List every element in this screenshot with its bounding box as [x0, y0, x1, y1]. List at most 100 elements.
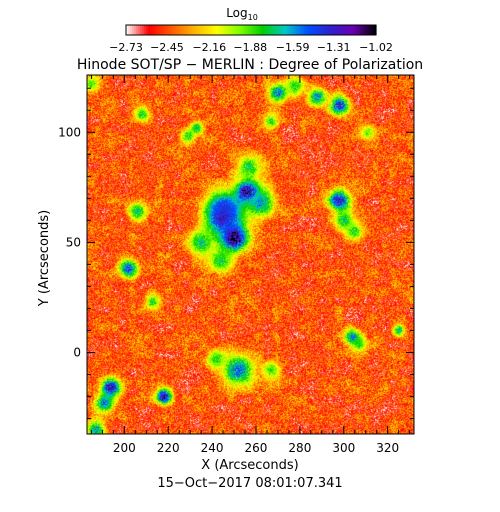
colorbar-cell	[162, 25, 165, 35]
colorbar-cell	[212, 25, 215, 35]
colorbar-cell	[276, 25, 279, 35]
colorbar-cell	[200, 25, 203, 35]
colorbar-cell	[318, 25, 321, 35]
colorbar-cell	[146, 25, 149, 35]
colorbar-cell	[256, 25, 259, 35]
colorbar-cell	[126, 25, 129, 35]
observation-timestamp: 15−Oct−2017 08:01:07.341	[157, 476, 342, 491]
colorbar-cell	[334, 25, 337, 35]
colorbar-cell	[340, 25, 343, 35]
colorbar-cell	[298, 25, 301, 35]
colorbar-cell	[192, 25, 195, 35]
colorbar-cell	[322, 25, 325, 35]
colorbar-cell	[282, 25, 285, 35]
colorbar-cell	[330, 25, 333, 35]
colorbar-cell	[182, 25, 185, 35]
colorbar-cell	[286, 25, 289, 35]
colorbar-cell	[320, 25, 323, 35]
colorbar-tick-label: −1.31	[317, 41, 351, 54]
colorbar: Log10 −2.73 −2.45 −2.16 −1.88 −1.59 −1.31 −1.0…	[109, 6, 393, 54]
colorbar-cell	[202, 25, 205, 35]
colorbar-cell	[158, 25, 161, 35]
colorbar-frame	[125, 24, 377, 36]
colorbar-cell	[292, 25, 295, 35]
colorbar-cell	[350, 25, 353, 35]
colorbar-cell	[168, 25, 171, 35]
colorbar-cell	[342, 25, 345, 35]
colorbar-cell	[250, 25, 253, 35]
x-tick-label: 220	[157, 441, 180, 455]
colorbar-cell	[164, 25, 167, 35]
colorbar-cell	[244, 25, 247, 35]
colorbar-cell	[296, 25, 299, 35]
colorbar-cell	[362, 25, 365, 35]
colorbar-cell	[220, 25, 223, 35]
x-tick-label: 320	[376, 441, 399, 455]
colorbar-tick-label: −2.73	[109, 41, 143, 54]
x-axis-ticks: 200 220 240 260 280 300 320	[90, 75, 411, 455]
colorbar-cell	[184, 25, 187, 35]
colorbar-cell	[264, 25, 267, 35]
colorbar-cell	[336, 25, 339, 35]
x-axis-label: X (Arcseconds)	[201, 458, 298, 473]
colorbar-cell	[288, 25, 291, 35]
colorbar-cell	[208, 25, 211, 35]
colorbar-cell	[262, 25, 265, 35]
colorbar-cell	[372, 25, 375, 35]
colorbar-cell	[272, 25, 275, 35]
colorbar-cell	[236, 25, 239, 35]
colorbar-cell	[172, 25, 175, 35]
colorbar-cell	[360, 25, 363, 35]
colorbar-cell	[310, 25, 313, 35]
colorbar-cell	[268, 25, 271, 35]
plot-frame	[86, 74, 415, 435]
colorbar-cell	[302, 25, 305, 35]
colorbar-cell	[196, 25, 199, 35]
colorbar-tick-label: −1.02	[359, 41, 393, 54]
colorbar-cell	[366, 25, 369, 35]
colorbar-cell	[374, 25, 377, 35]
colorbar-cell	[206, 25, 209, 35]
colorbar-cell	[232, 25, 235, 35]
colorbar-cell	[290, 25, 293, 35]
colorbar-cell	[348, 25, 351, 35]
colorbar-label: Log10	[226, 6, 258, 22]
colorbar-cell	[156, 25, 159, 35]
colorbar-cell	[274, 25, 277, 35]
colorbar-cell	[166, 25, 169, 35]
colorbar-cell	[210, 25, 213, 35]
colorbar-tick-labels: −2.73 −2.45 −2.16 −1.88 −1.59 −1.31 −1.02	[109, 41, 393, 54]
colorbar-cell	[186, 25, 189, 35]
chart-title: Hinode SOT/SP − MERLIN : Degree of Polar…	[77, 57, 423, 73]
colorbar-cell	[364, 25, 367, 35]
colorbar-cell	[216, 25, 219, 35]
colorbar-cell	[260, 25, 263, 35]
colorbar-cell	[284, 25, 287, 35]
colorbar-cell	[280, 25, 283, 35]
colorbar-cell	[368, 25, 371, 35]
colorbar-cell	[270, 25, 273, 35]
colorbar-cell	[204, 25, 207, 35]
colorbar-cell	[356, 25, 359, 35]
colorbar-cell	[306, 25, 309, 35]
colorbar-cell	[358, 25, 361, 35]
colorbar-cell	[254, 25, 257, 35]
colorbar-cell	[222, 25, 225, 35]
colorbar-cell	[304, 25, 307, 35]
colorbar-cell	[312, 25, 315, 35]
x-tick-label: 240	[201, 441, 224, 455]
colorbar-cell	[324, 25, 327, 35]
colorbar-cell	[152, 25, 155, 35]
heatmap-image	[87, 75, 414, 434]
colorbar-cell	[140, 25, 143, 35]
colorbar-cell	[238, 25, 241, 35]
y-tick-label: 0	[73, 346, 81, 360]
x-tick-label: 280	[288, 441, 311, 455]
colorbar-cell	[194, 25, 197, 35]
colorbar-cell	[144, 25, 147, 35]
colorbar-cell	[346, 25, 349, 35]
colorbar-cell	[370, 25, 373, 35]
colorbar-cell	[176, 25, 179, 35]
colorbar-cell	[198, 25, 201, 35]
